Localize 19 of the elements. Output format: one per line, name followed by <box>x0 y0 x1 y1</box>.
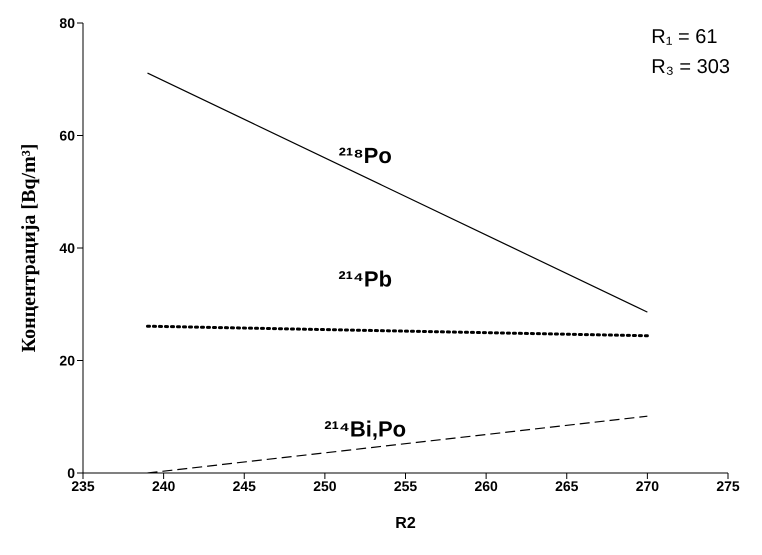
y-axis-title: Концентрација [Bq/m³] <box>18 144 40 352</box>
series-label: ²¹⁴Bi,Po <box>324 416 406 442</box>
x-tick-label: 265 <box>555 478 579 494</box>
y-tick-label: 60 <box>59 127 76 144</box>
series-label: ²¹⁴Pb <box>338 266 392 292</box>
x-tick-label: 250 <box>313 478 337 494</box>
x-tick-label: 260 <box>474 478 498 494</box>
x-tick-label: 270 <box>636 478 660 494</box>
annotation: R₃ = 303 <box>651 55 730 80</box>
x-tick-label: 245 <box>232 478 256 494</box>
y-tick-label: 80 <box>59 14 76 31</box>
x-tick-label: 275 <box>716 478 740 494</box>
x-axis-title: R2 <box>395 515 416 532</box>
series-label: ²¹⁸Po <box>338 143 392 168</box>
annotation: R₁ = 61 <box>651 25 718 50</box>
x-tick-label: 240 <box>152 478 176 494</box>
y-tick-label: 20 <box>59 352 76 368</box>
x-tick-label: 255 <box>394 478 418 494</box>
y-tick-label: 40 <box>59 240 76 256</box>
